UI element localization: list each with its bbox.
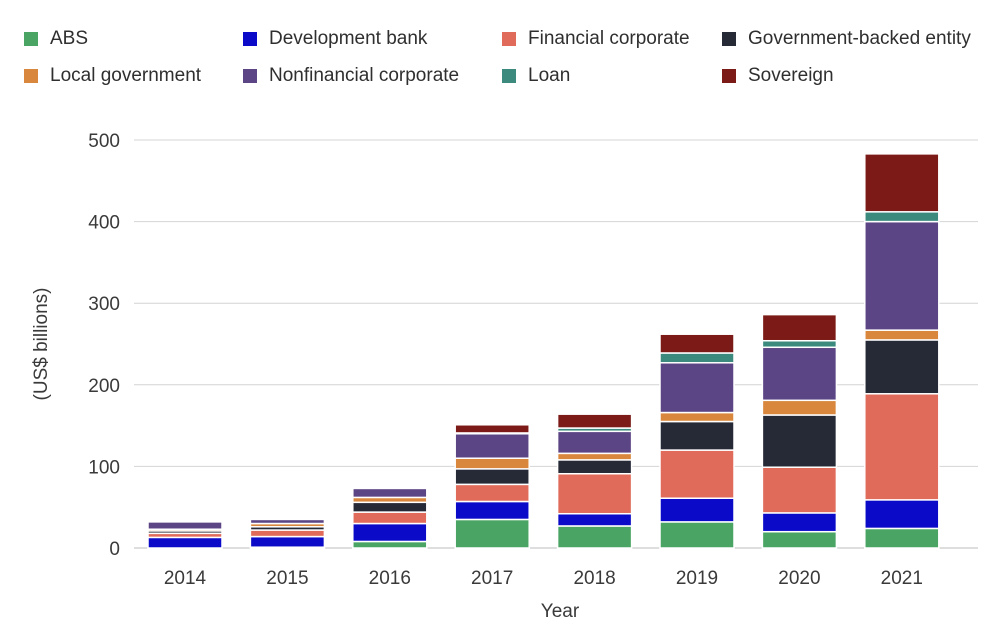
- legend-label: Government-backed entity: [748, 28, 971, 49]
- y-tick-label: 500: [88, 131, 120, 152]
- bar-segment: [556, 459, 633, 475]
- bar-segment: [659, 497, 735, 523]
- y-tick-label: 100: [88, 457, 120, 478]
- bar-segment: [864, 220, 940, 331]
- y-tick-label: 0: [109, 539, 120, 560]
- bar-segment: [864, 153, 940, 213]
- x-tick-label: 2017: [471, 568, 513, 589]
- bar-segment: [761, 339, 838, 349]
- bar-segment: [864, 339, 940, 395]
- legend-swatch: [243, 69, 257, 83]
- bar-segment: [659, 362, 735, 414]
- legend-item: Loan: [502, 63, 570, 89]
- bar-segment: [659, 420, 735, 451]
- bar-segment: [556, 452, 633, 461]
- bar-segment: [454, 500, 530, 521]
- legend-label: Nonfinancial corporate: [269, 65, 460, 86]
- legend-swatch: [722, 69, 736, 83]
- legend-label: ABS: [50, 28, 89, 49]
- bar-segment: [761, 512, 838, 533]
- legend-swatch: [24, 69, 38, 83]
- bar-segment: [864, 329, 940, 341]
- bar-segment: [659, 352, 735, 364]
- x-tick-label: 2015: [266, 568, 308, 589]
- bar-segment: [761, 313, 838, 342]
- legend-item: Local government: [24, 63, 201, 89]
- y-tick-label: 200: [88, 376, 120, 397]
- legend-swatch: [243, 32, 257, 46]
- bar-segment: [659, 521, 735, 549]
- bar-segment: [147, 521, 223, 530]
- gridlines: [134, 139, 978, 549]
- bar-segment: [659, 449, 735, 499]
- legend-label: Development bank: [269, 28, 428, 49]
- bar-segment: [556, 472, 633, 515]
- bar-segment: [454, 483, 530, 503]
- legend-item: Financial corporate: [502, 26, 690, 52]
- bar-segment: [659, 411, 735, 423]
- bar-segment: [454, 457, 530, 470]
- legend-swatch: [24, 32, 38, 46]
- x-tick-label: 2020: [778, 568, 820, 589]
- bar-segment: [864, 211, 940, 223]
- bar-segment: [454, 468, 530, 486]
- tick-labels: 0 100 200 300 400 500 2014 2015 2016 2017 2018 2019…: [88, 131, 923, 589]
- bar-segment: [352, 487, 428, 499]
- bar-segment: [556, 525, 633, 549]
- legend-label: Sovereign: [748, 65, 834, 86]
- x-tick-label: 2018: [573, 568, 615, 589]
- bar-segment: [659, 333, 735, 354]
- bar-segment: [249, 518, 326, 525]
- bar-segment: [454, 424, 530, 434]
- x-tick-label: 2016: [369, 568, 411, 589]
- bar-segment: [352, 522, 428, 543]
- legend-item: Sovereign: [722, 63, 834, 89]
- bar-segment: [147, 536, 223, 549]
- x-tick-label: 2014: [164, 568, 207, 589]
- legend-item: Government-backed entity: [722, 26, 971, 52]
- bar-segment: [454, 518, 530, 549]
- bar-segment: [761, 530, 838, 549]
- bar-segment: [761, 466, 838, 514]
- bars: [147, 153, 940, 549]
- bar-segment: [249, 535, 326, 548]
- y-axis-label: (US$ billions): [31, 288, 52, 401]
- bar-segment: [761, 414, 838, 468]
- bar-segment: [864, 393, 940, 501]
- bar-segment: [454, 433, 530, 459]
- legend-item: ABS: [24, 26, 88, 52]
- bar-segment: [761, 346, 838, 402]
- bar-segment: [352, 501, 428, 513]
- bar-segment: [556, 413, 633, 429]
- bar-segment: [761, 399, 838, 416]
- legend-item: Development bank: [243, 26, 427, 52]
- x-tick-label: 2019: [676, 568, 718, 589]
- y-tick-label: 400: [88, 213, 120, 234]
- bar-segment: [352, 511, 428, 525]
- legend-swatch: [502, 32, 516, 46]
- legend-label: Loan: [528, 65, 571, 86]
- y-tick-label: 300: [88, 294, 120, 315]
- legend-item: Nonfinancial corporate: [243, 63, 459, 89]
- x-axis-label: Year: [541, 601, 580, 622]
- bar-segment: [352, 540, 428, 549]
- bar-segment: [864, 499, 940, 530]
- legend-label: Financial corporate: [528, 28, 690, 49]
- bar-segment: [556, 430, 633, 455]
- legend-swatch: [502, 69, 516, 83]
- bar-segment: [556, 512, 633, 527]
- legend-label: Local government: [50, 65, 202, 86]
- bar-segment: [249, 529, 326, 538]
- x-tick-label: 2021: [881, 568, 923, 589]
- bar-segment: [864, 527, 940, 549]
- legend-swatch: [722, 32, 736, 46]
- chart-legend: ABS Development bank Financial corporate Go…: [24, 26, 994, 96]
